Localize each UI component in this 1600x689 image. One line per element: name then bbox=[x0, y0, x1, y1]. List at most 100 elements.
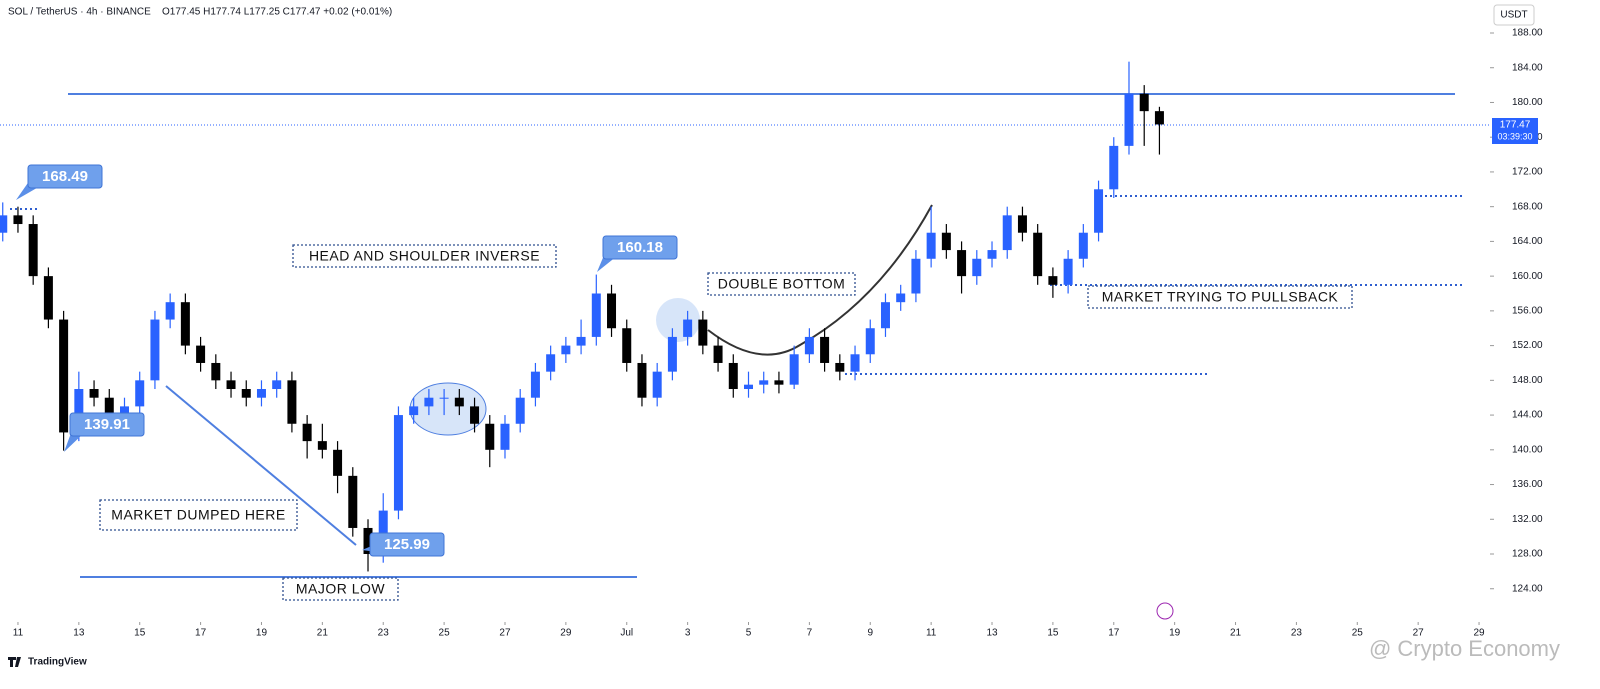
candle-body bbox=[135, 380, 145, 407]
candle-body bbox=[759, 380, 769, 385]
x-tick-label: 15 bbox=[1047, 628, 1059, 639]
candle-body bbox=[104, 397, 114, 416]
candle-body bbox=[348, 475, 358, 528]
candle-body bbox=[804, 336, 814, 355]
candle-body bbox=[0, 215, 8, 233]
trend-line bbox=[165, 385, 357, 546]
brand-logo bbox=[8, 657, 21, 667]
watermark: @ Crypto Economy bbox=[1369, 636, 1560, 661]
candle-body bbox=[287, 380, 297, 424]
x-tick-label: 29 bbox=[1473, 628, 1485, 639]
x-tick-label: 27 bbox=[1413, 628, 1425, 639]
candle-body bbox=[1033, 232, 1043, 277]
candle-body bbox=[59, 319, 69, 433]
candle-body bbox=[13, 215, 23, 225]
callout-box bbox=[369, 532, 445, 557]
y-tick-label: 148.00 bbox=[1512, 375, 1543, 386]
candle-body bbox=[89, 389, 99, 398]
candle-body bbox=[1017, 215, 1027, 233]
candle-body bbox=[150, 319, 160, 381]
candle-body bbox=[774, 380, 784, 385]
candle-body bbox=[74, 389, 84, 433]
y-tick-label: 152.00 bbox=[1512, 340, 1543, 351]
candle-body bbox=[637, 362, 647, 398]
candle-body bbox=[683, 319, 693, 337]
candle-body bbox=[1094, 189, 1104, 233]
candle-body bbox=[515, 397, 525, 424]
x-tick-label: 21 bbox=[1230, 628, 1242, 639]
candle-body bbox=[241, 389, 251, 398]
x-tick-label: 21 bbox=[317, 628, 329, 639]
x-tick-label: 17 bbox=[1108, 628, 1120, 639]
x-tick-label: 9 bbox=[867, 628, 873, 639]
y-tick-label: 172.00 bbox=[1512, 167, 1543, 178]
callout-box bbox=[602, 235, 678, 260]
candle-body bbox=[1063, 258, 1073, 285]
annotation-box bbox=[707, 272, 856, 296]
candle-body bbox=[500, 423, 510, 450]
candle-body bbox=[530, 371, 540, 398]
x-tick-label: 7 bbox=[807, 628, 813, 639]
y-tick-label: 144.00 bbox=[1512, 410, 1543, 421]
annotation: DOUBLE BOTTOM bbox=[718, 276, 846, 292]
candle-body bbox=[987, 250, 997, 259]
highlight-circle bbox=[656, 298, 700, 342]
candle-body bbox=[789, 354, 799, 385]
annotation-box bbox=[1087, 285, 1353, 309]
x-tick-label: 3 bbox=[685, 628, 691, 639]
candle-body bbox=[485, 423, 495, 450]
annotation: MARKET DUMPED HERE bbox=[111, 507, 285, 523]
candle-body bbox=[226, 380, 236, 390]
drawings bbox=[0, 0, 1600, 650]
candle-body bbox=[180, 302, 190, 346]
candle-body bbox=[667, 336, 677, 372]
candle-body bbox=[28, 224, 38, 277]
candle-body bbox=[1078, 232, 1088, 259]
icon bbox=[1156, 602, 1174, 620]
candle-body bbox=[1154, 111, 1164, 125]
y-tick-label: 180.00 bbox=[1512, 97, 1543, 108]
annotation: HEAD AND SHOULDER INVERSE bbox=[309, 248, 540, 264]
candles bbox=[0, 61, 1164, 572]
x-tick-label: 25 bbox=[1352, 628, 1364, 639]
candle-body bbox=[850, 354, 860, 372]
candle-body bbox=[1139, 93, 1149, 112]
chart-title: SOL / TetherUS · 4h · BINANCE bbox=[8, 7, 151, 18]
candle-body bbox=[1002, 215, 1012, 251]
candle-body bbox=[835, 362, 845, 372]
x-tick-label: 25 bbox=[439, 628, 451, 639]
x-tick-label: 11 bbox=[13, 628, 24, 639]
y-tick-label: 128.00 bbox=[1512, 549, 1543, 560]
callout-box bbox=[27, 164, 103, 189]
candle-body bbox=[272, 380, 282, 390]
candle-body bbox=[607, 293, 617, 329]
candle-body bbox=[911, 258, 921, 294]
callout: 139.91 bbox=[84, 416, 130, 433]
x-tick-label: Jul bbox=[620, 628, 633, 639]
candle-body bbox=[333, 449, 343, 476]
candle-body bbox=[591, 293, 601, 337]
candle-body bbox=[957, 250, 967, 277]
y-tick-label: 164.00 bbox=[1512, 236, 1543, 247]
candle-body bbox=[576, 336, 586, 346]
y-tick-label: 184.00 bbox=[1512, 62, 1543, 73]
x-tick-label: 23 bbox=[1291, 628, 1303, 639]
price-axis-bg bbox=[1490, 0, 1600, 650]
y-tick-label: 156.00 bbox=[1512, 306, 1543, 317]
candle-body bbox=[165, 302, 175, 320]
candle-body bbox=[211, 362, 221, 381]
y-tick-label: 160.00 bbox=[1512, 271, 1543, 282]
annotation: MARKET TRYING TO PULLSBACK bbox=[1102, 289, 1339, 305]
candle-body bbox=[865, 328, 875, 355]
candle-body bbox=[713, 345, 723, 363]
candle-body bbox=[256, 389, 266, 398]
candle-body bbox=[454, 397, 464, 407]
candle-body bbox=[363, 527, 373, 555]
countdown: 03:39:30 bbox=[1497, 131, 1532, 141]
y-tick-label: 132.00 bbox=[1512, 514, 1543, 525]
candle-body bbox=[393, 415, 403, 511]
brand: TradingView bbox=[28, 657, 87, 668]
x-tick-label: 29 bbox=[560, 628, 572, 639]
candle-body bbox=[317, 441, 327, 450]
